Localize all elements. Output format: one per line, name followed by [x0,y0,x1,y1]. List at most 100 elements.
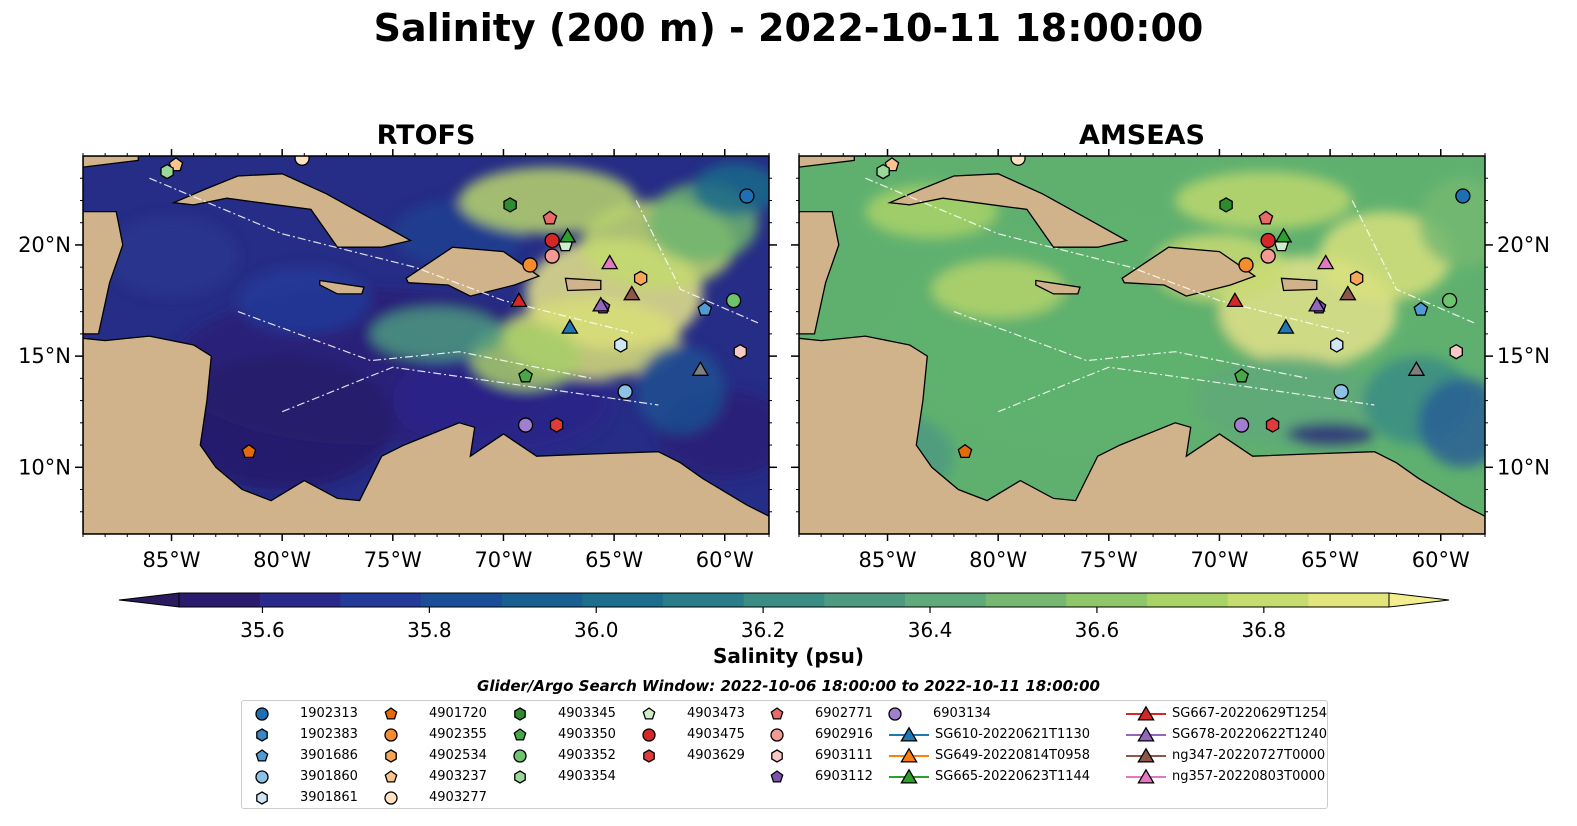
colorbar-segment [985,593,1067,607]
rtofs-panel-title: RTOFS [376,120,476,151]
legend-marker-icon [770,770,784,783]
obs-marker-4903629 [549,417,564,433]
x-tick-label: 85°W [143,548,201,572]
land-mass [83,335,769,534]
legend-marker-icon [255,770,269,784]
legend-marker-icon [771,749,783,763]
obs-marker-6902771 [1258,210,1274,225]
colorbar-segment [1147,593,1229,607]
legend-item-label: 4903629 [687,748,745,763]
obs-marker-4903475 [544,232,560,249]
legend-item-label: 6903112 [815,769,873,784]
obs-marker-4903475 [1260,232,1276,249]
colorbar-tick-label: 35.8 [407,618,452,642]
x-tick-label: 75°W [364,548,422,572]
obs-marker-ng347-20220727t0000 [623,285,641,301]
colorbar-min-extend [118,592,180,608]
obs-marker-4902534 [633,270,648,287]
obs-marker-4903354 [160,163,174,180]
obs-marker-3901860 [1333,384,1349,400]
land-mass [83,210,124,335]
legend-marker-icon [384,707,398,720]
obs-marker-3901861 [1330,337,1344,353]
legend-item-label: 4901720 [429,706,487,721]
colorbar: 35.6 35.8 36.0 36.2 36.4 36.6 36.8 [118,592,1450,642]
land-mass [799,335,1485,534]
legend-marker-icon [770,707,784,720]
legend-item-label: 1902383 [300,727,358,742]
obs-marker-6903111 [733,343,747,360]
land-mass [83,156,139,168]
legend-item-label: 4903350 [558,727,616,742]
legend-marker-icon [513,749,527,763]
legend-item-label: ng357-20220803T0000 [1172,769,1326,784]
legend-item-label: 6903111 [815,748,873,763]
legend-marker-icon [385,749,397,763]
obs-marker-6903134 [1233,417,1250,433]
legend-marker-icon [256,728,268,742]
legend-item-label: 6903134 [933,706,991,721]
legend-item-label: 3901860 [300,769,358,784]
y-tick-label: 10°N [1497,455,1550,479]
land-mass [1035,279,1081,295]
obs-marker-4903629 [1265,417,1280,433]
legend-marker-icon [642,707,656,720]
colorbar-segment [259,593,341,607]
colorbar-segment [340,593,422,607]
obs-marker-ng357-20220803t0000 [600,254,619,270]
obs-marker-sg678-20220622t1240 [592,296,610,312]
obs-marker-4903354 [876,163,890,180]
colorbar-segment [663,593,745,607]
colorbar-tick-label: 35.6 [240,618,285,642]
legend-marker-icon [770,728,784,742]
obs-marker-1902313 [739,188,755,204]
y-tick-label: 20°N [1497,233,1550,257]
obs-marker-sg610-20220621t1130 [561,318,579,334]
figure-title: Salinity (200 m) - 2022-10-11 18:00:00 [373,6,1204,50]
obs-marker-4902534 [1349,270,1364,287]
legend-item-label: SG665-20220623T1144 [935,769,1091,784]
colorbar-max-extend [1388,592,1450,608]
colorbar-segment [1227,593,1309,607]
legend-marker-icon [1137,726,1155,742]
legend-marker-icon [255,749,269,762]
legend-item-label: SG610-20220621T1130 [935,727,1091,742]
colorbar-segment [179,593,261,607]
obs-marker-4903277 [294,156,310,166]
obs-marker-ru29-20221005t1517 [1407,360,1426,376]
colorbar-segment [1308,593,1390,607]
colorbar-label: Salinity (psu) [712,644,864,668]
obs-marker-6903134 [517,417,534,433]
x-tick-label: 60°W [1412,548,1470,572]
obs-marker-4903350 [1234,368,1249,383]
x-tick-label: 75°W [1080,548,1138,572]
obs-marker-sg678-20220622t1240 [1308,296,1326,312]
obs-marker-3901686 [697,301,713,316]
obs-marker-4903345 [503,197,517,213]
legend-marker-icon [642,728,656,742]
legend-item-label: 4903345 [558,706,616,721]
legend-item-label: 3901686 [300,748,358,763]
obs-marker-4902355 [1238,257,1254,273]
obs-marker-ng347-20220727t0000 [1339,285,1357,301]
obs-marker-4903350 [518,368,533,383]
legend-title: Glider/Argo Search Window: 2022-10-06 18… [477,677,1100,695]
obs-marker-1902313 [1455,188,1471,204]
obs-marker-4903352 [1441,292,1458,309]
obs-marker-4903277 [1010,156,1026,166]
land-mass [799,210,840,335]
legend-item-label: 3901861 [300,790,358,805]
legend-marker-icon [384,791,398,805]
land-mass [405,246,541,297]
colorbar-tick-label: 36.6 [1075,618,1120,642]
x-tick-label: 60°W [696,548,754,572]
legend-marker-icon [255,707,269,721]
obs-marker-sg665-20220623t1144 [1274,227,1293,243]
obs-marker-4901720 [957,443,973,459]
legend: 1902313 1902383 3901686 3901860 3901861 49017… [241,700,1328,809]
colorbar-tick-label: 36.2 [741,618,786,642]
obs-marker-3901860 [617,384,633,400]
legend-marker-icon [513,728,527,741]
legend-marker-icon [514,770,526,784]
